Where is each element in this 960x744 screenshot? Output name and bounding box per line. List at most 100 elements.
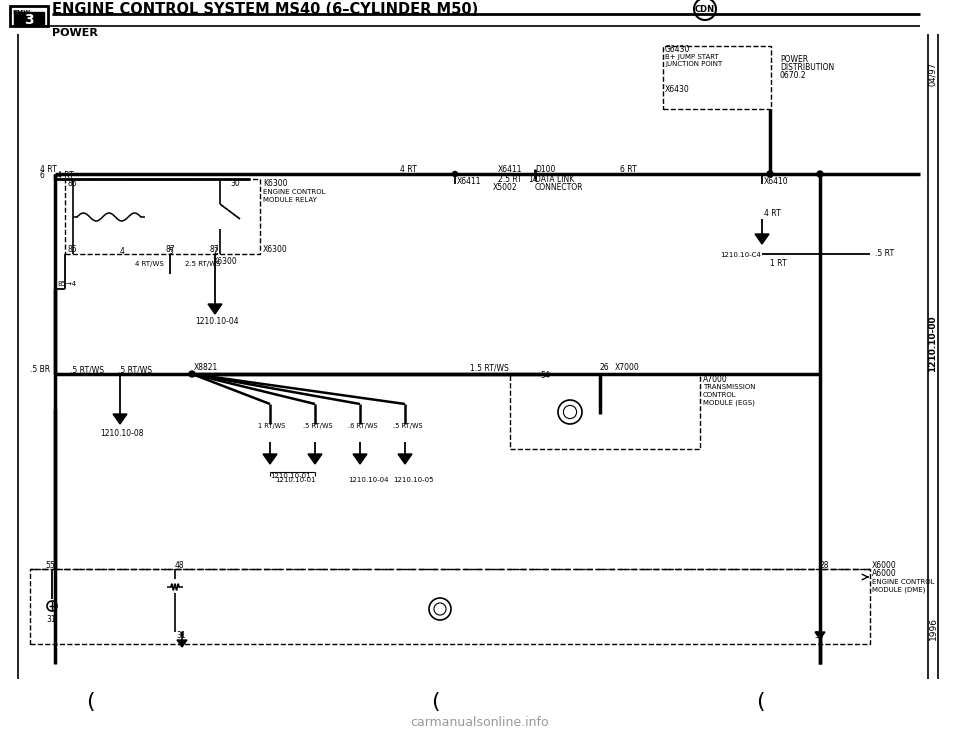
Text: 5: 5 <box>168 248 173 257</box>
Text: .5 RT/WS: .5 RT/WS <box>393 423 422 429</box>
Text: D100: D100 <box>535 165 556 175</box>
Text: 85→4: 85→4 <box>58 281 77 287</box>
Polygon shape <box>208 304 222 314</box>
Text: 04/97: 04/97 <box>928 62 938 86</box>
Text: (: ( <box>756 692 764 712</box>
Text: 4: 4 <box>120 248 125 257</box>
Text: POWER: POWER <box>780 54 808 63</box>
Text: B+ JUMP START: B+ JUMP START <box>665 54 719 60</box>
Text: 1 RT: 1 RT <box>770 260 786 269</box>
Text: 1996: 1996 <box>928 618 938 641</box>
Polygon shape <box>353 454 367 464</box>
Text: 2.5 RT: 2.5 RT <box>498 175 522 184</box>
Text: E: E <box>358 456 362 462</box>
Text: X6000: X6000 <box>872 560 897 569</box>
Text: X8821: X8821 <box>194 364 218 373</box>
Text: 1210.10-01: 1210.10-01 <box>270 473 311 479</box>
Text: 1.5 RT/WS: 1.5 RT/WS <box>470 364 509 373</box>
Polygon shape <box>308 454 322 464</box>
Polygon shape <box>263 454 277 464</box>
Text: DATA LINK: DATA LINK <box>535 175 574 184</box>
Polygon shape <box>755 234 769 244</box>
Text: TRANSMISSION: TRANSMISSION <box>703 384 756 390</box>
Text: X6411: X6411 <box>457 178 482 187</box>
Text: (: ( <box>85 692 94 712</box>
Text: X6300: X6300 <box>213 257 238 266</box>
Text: ENGINE CONTROL SYSTEM MS40 (6–CYLINDER M50): ENGINE CONTROL SYSTEM MS40 (6–CYLINDER M… <box>52 1 478 16</box>
Text: A6000: A6000 <box>872 569 897 579</box>
Text: .5 BR: .5 BR <box>30 365 50 374</box>
Text: 1 RT/WS: 1 RT/WS <box>258 423 285 429</box>
Text: 86: 86 <box>67 179 77 188</box>
Text: 14: 14 <box>528 175 538 184</box>
Text: 31: 31 <box>814 632 824 641</box>
Text: .5 RT/WS: .5 RT/WS <box>118 365 152 374</box>
Text: MODULE (DME): MODULE (DME) <box>872 587 925 593</box>
Text: 1210.10-05: 1210.10-05 <box>393 477 434 483</box>
Text: X6411: X6411 <box>498 165 522 175</box>
Text: X7000: X7000 <box>615 364 639 373</box>
Circle shape <box>452 172 458 176</box>
Text: carmanualsonline.info: carmanualsonline.info <box>411 716 549 728</box>
Text: K6300: K6300 <box>263 179 287 188</box>
Bar <box>30 569 870 644</box>
Text: ENGINE CONTROL: ENGINE CONTROL <box>263 189 325 195</box>
Text: G6430: G6430 <box>665 45 690 54</box>
Text: X5002: X5002 <box>493 184 517 193</box>
Text: CONTROL: CONTROL <box>703 392 736 398</box>
Text: CONNECTOR: CONNECTOR <box>535 184 584 193</box>
Text: 48: 48 <box>175 560 184 569</box>
Text: 4 RT: 4 RT <box>57 172 74 181</box>
Text: B: B <box>117 416 123 422</box>
Bar <box>510 374 700 449</box>
Text: 1210.10-04: 1210.10-04 <box>348 477 389 483</box>
Polygon shape <box>398 454 412 464</box>
Text: CDN: CDN <box>695 4 715 13</box>
Text: F: F <box>402 456 407 462</box>
Text: 30: 30 <box>230 179 240 188</box>
Polygon shape <box>815 632 825 639</box>
Text: 3: 3 <box>24 13 34 27</box>
Text: MODULE RELAY: MODULE RELAY <box>263 197 317 203</box>
Polygon shape <box>113 414 127 424</box>
Text: D: D <box>267 456 273 462</box>
Text: 4 RT: 4 RT <box>40 164 57 173</box>
Text: 1210.10-00: 1210.10-00 <box>928 315 938 372</box>
Circle shape <box>817 171 823 177</box>
Text: JUNCTION POINT: JUNCTION POINT <box>665 61 722 67</box>
Text: 55: 55 <box>45 560 55 569</box>
Text: MODULE (EGS): MODULE (EGS) <box>703 400 755 406</box>
Bar <box>663 46 771 109</box>
Polygon shape <box>177 640 187 647</box>
Text: 1210.10-04: 1210.10-04 <box>195 318 239 327</box>
Text: ENGINE CONTROL: ENGINE CONTROL <box>872 579 934 585</box>
Text: 4 RT: 4 RT <box>400 165 417 175</box>
Text: C: C <box>312 456 318 462</box>
Bar <box>10 6 48 26</box>
Text: 2: 2 <box>213 248 218 257</box>
Text: A7000: A7000 <box>703 374 728 383</box>
Text: 4 RT/WS: 4 RT/WS <box>135 261 164 267</box>
Text: 87: 87 <box>210 245 220 254</box>
Text: POWER: POWER <box>52 28 98 38</box>
Text: .5 RT/WS: .5 RT/WS <box>303 423 332 429</box>
Text: 28: 28 <box>820 560 829 569</box>
Text: 31: 31 <box>176 632 185 641</box>
Text: .5 RT: .5 RT <box>875 249 894 258</box>
Text: X6410: X6410 <box>764 178 788 187</box>
Text: 85: 85 <box>67 245 77 254</box>
Text: BMW: BMW <box>12 10 30 15</box>
Text: 2.5 RT/WS: 2.5 RT/WS <box>185 261 221 267</box>
Text: .5 RT/WS: .5 RT/WS <box>70 365 104 374</box>
Text: 0670.2: 0670.2 <box>780 71 806 80</box>
Text: X6430: X6430 <box>665 85 689 94</box>
Text: X6300: X6300 <box>263 245 288 254</box>
Text: 26: 26 <box>600 364 610 373</box>
Text: 6 RT: 6 RT <box>620 165 636 175</box>
Bar <box>65 179 260 254</box>
Text: .6 RT/WS: .6 RT/WS <box>348 423 377 429</box>
Text: 1210.10-01: 1210.10-01 <box>275 477 316 483</box>
Text: 4 RT: 4 RT <box>764 210 780 219</box>
Text: 87: 87 <box>165 245 175 254</box>
Text: 1210.10-08: 1210.10-08 <box>100 429 143 438</box>
